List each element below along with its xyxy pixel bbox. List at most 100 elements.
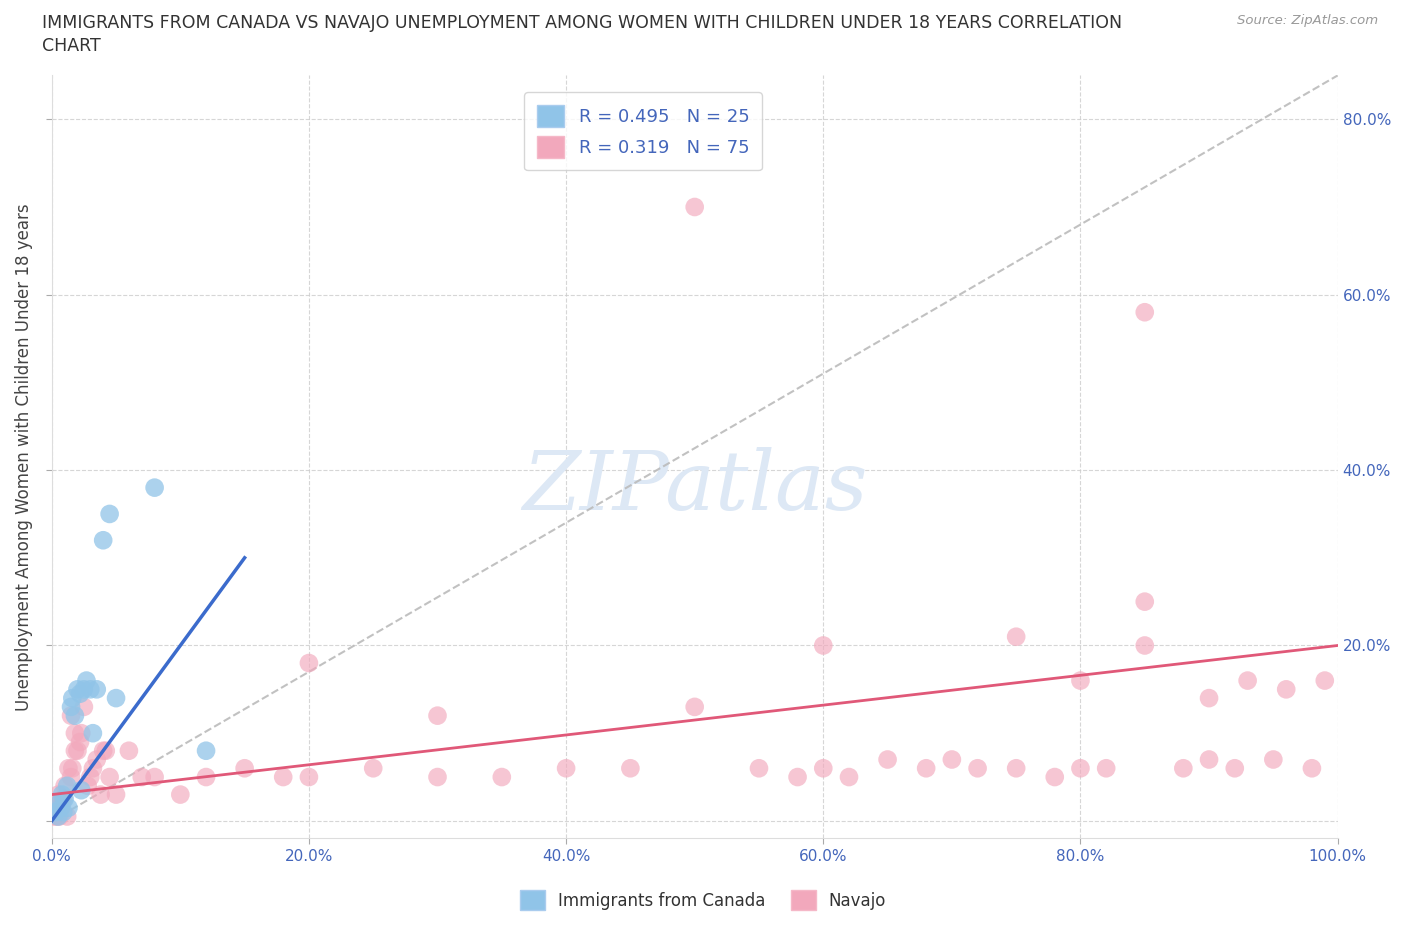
Point bbox=[73, 682, 96, 697]
Point bbox=[1263, 752, 1285, 767]
Point bbox=[426, 770, 449, 785]
Point bbox=[42, 804, 65, 819]
Point bbox=[46, 804, 69, 819]
Point bbox=[941, 752, 963, 767]
Point bbox=[966, 761, 988, 776]
Point bbox=[1043, 770, 1066, 785]
Point bbox=[426, 709, 449, 724]
Point bbox=[1095, 761, 1118, 776]
Point bbox=[69, 735, 91, 750]
Point bbox=[1133, 305, 1156, 320]
Point bbox=[58, 801, 80, 816]
Point bbox=[105, 691, 128, 706]
Point bbox=[60, 761, 83, 776]
Point bbox=[53, 791, 76, 806]
Point bbox=[1173, 761, 1195, 776]
Text: IMMIGRANTS FROM CANADA VS NAVAJO UNEMPLOYMENT AMONG WOMEN WITH CHILDREN UNDER 18: IMMIGRANTS FROM CANADA VS NAVAJO UNEMPLO… bbox=[42, 14, 1122, 32]
Point bbox=[86, 682, 108, 697]
Legend: Immigrants from Canada, Navajo: Immigrants from Canada, Navajo bbox=[513, 884, 893, 917]
Point bbox=[66, 743, 89, 758]
Point bbox=[915, 761, 938, 776]
Point bbox=[1005, 630, 1028, 644]
Point bbox=[45, 796, 67, 811]
Point bbox=[361, 761, 384, 776]
Point bbox=[63, 743, 86, 758]
Point bbox=[46, 787, 69, 802]
Point bbox=[60, 709, 83, 724]
Point bbox=[63, 709, 86, 724]
Point bbox=[195, 743, 218, 758]
Point bbox=[52, 804, 75, 819]
Point bbox=[1198, 752, 1220, 767]
Point bbox=[46, 809, 69, 824]
Point bbox=[786, 770, 808, 785]
Point bbox=[169, 787, 191, 802]
Point bbox=[63, 725, 86, 740]
Point bbox=[298, 770, 321, 785]
Point bbox=[51, 796, 73, 811]
Point bbox=[1133, 638, 1156, 653]
Point bbox=[82, 725, 104, 740]
Point bbox=[45, 809, 67, 824]
Point bbox=[60, 691, 83, 706]
Point bbox=[48, 809, 70, 824]
Point bbox=[60, 699, 83, 714]
Point bbox=[86, 752, 108, 767]
Point bbox=[1223, 761, 1246, 776]
Point bbox=[555, 761, 578, 776]
Point bbox=[66, 682, 89, 697]
Point bbox=[45, 804, 67, 819]
Point bbox=[838, 770, 860, 785]
Point bbox=[683, 200, 706, 215]
Point bbox=[76, 778, 98, 793]
Point bbox=[69, 686, 91, 701]
Point bbox=[73, 699, 96, 714]
Point bbox=[233, 761, 256, 776]
Point bbox=[98, 770, 121, 785]
Point bbox=[1301, 761, 1323, 776]
Point bbox=[98, 507, 121, 522]
Point bbox=[91, 743, 114, 758]
Point bbox=[1069, 673, 1091, 688]
Y-axis label: Unemployment Among Women with Children Under 18 years: Unemployment Among Women with Children U… bbox=[15, 203, 32, 711]
Point bbox=[491, 770, 513, 785]
Text: CHART: CHART bbox=[42, 37, 101, 55]
Point bbox=[683, 699, 706, 714]
Point bbox=[82, 761, 104, 776]
Point bbox=[70, 783, 93, 798]
Point bbox=[271, 770, 294, 785]
Point bbox=[1069, 761, 1091, 776]
Point bbox=[131, 770, 153, 785]
Text: Source: ZipAtlas.com: Source: ZipAtlas.com bbox=[1237, 14, 1378, 27]
Point bbox=[1313, 673, 1336, 688]
Point bbox=[1198, 691, 1220, 706]
Point bbox=[1275, 682, 1298, 697]
Point bbox=[1236, 673, 1258, 688]
Point bbox=[53, 778, 76, 793]
Point bbox=[76, 673, 98, 688]
Text: ZIPatlas: ZIPatlas bbox=[522, 447, 868, 527]
Point bbox=[813, 638, 835, 653]
Point bbox=[48, 796, 70, 811]
Point bbox=[1005, 761, 1028, 776]
Point bbox=[118, 743, 141, 758]
Point bbox=[79, 770, 101, 785]
Point bbox=[298, 656, 321, 671]
Point bbox=[60, 770, 83, 785]
Point bbox=[56, 809, 79, 824]
Point bbox=[143, 480, 166, 495]
Point bbox=[51, 787, 73, 802]
Point bbox=[56, 778, 79, 793]
Point bbox=[90, 787, 112, 802]
Point bbox=[143, 770, 166, 785]
Point bbox=[70, 725, 93, 740]
Legend: R = 0.495   N = 25, R = 0.319   N = 75: R = 0.495 N = 25, R = 0.319 N = 75 bbox=[524, 92, 762, 170]
Point bbox=[748, 761, 770, 776]
Point bbox=[44, 809, 66, 824]
Point bbox=[195, 770, 218, 785]
Point bbox=[619, 761, 641, 776]
Point bbox=[813, 761, 835, 776]
Point bbox=[49, 801, 72, 816]
Point bbox=[79, 682, 101, 697]
Point bbox=[876, 752, 898, 767]
